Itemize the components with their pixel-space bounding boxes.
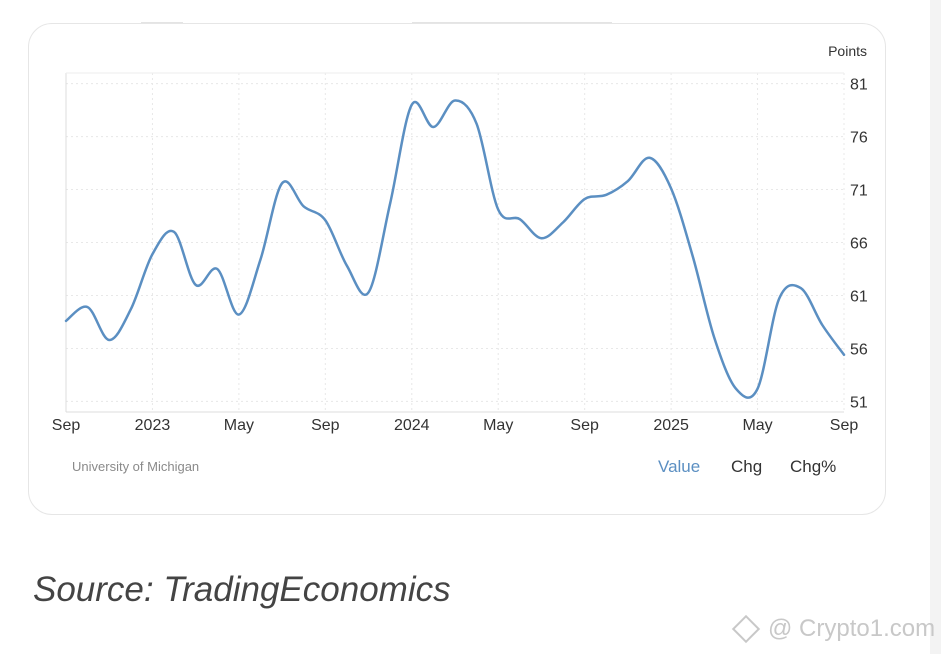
data-point[interactable] (647, 155, 653, 161)
source-caption: Source: TradingEconomics (33, 570, 451, 609)
y-tick-label: 66 (850, 236, 868, 253)
data-point[interactable] (409, 102, 415, 108)
data-point[interactable] (214, 266, 220, 272)
x-tick-label: May (742, 417, 772, 434)
legend-value-tab[interactable]: Value (658, 457, 701, 476)
x-tick-label: 2024 (394, 417, 430, 434)
data-point[interactable] (625, 178, 631, 184)
y-tick-label: 51 (850, 394, 868, 411)
legend-chg-tab[interactable]: Chg (731, 457, 763, 476)
series-line (64, 99, 846, 399)
data-point[interactable] (798, 285, 804, 291)
data-point[interactable] (538, 235, 544, 241)
data-point[interactable] (711, 335, 717, 341)
data-point[interactable] (841, 352, 847, 358)
unit-label: Points (828, 43, 867, 59)
data-point[interactable] (193, 282, 199, 288)
chart-card (28, 23, 886, 515)
x-tick-label: Sep (830, 417, 859, 434)
x-tick-label: 2025 (653, 417, 689, 434)
grid-layer (65, 72, 845, 413)
data-point[interactable] (474, 121, 480, 127)
page-edge-strip (930, 0, 941, 654)
data-point[interactable] (819, 322, 825, 328)
data-point[interactable] (279, 180, 285, 186)
axis-layer: 81 76 71 66 61 56 51 Sep 2023 May Sep 2024 May Sep 202… (52, 77, 868, 434)
series-layer (63, 98, 847, 399)
x-tick-label: Sep (570, 417, 599, 434)
watermark-text: @ Crypto1.com (768, 615, 936, 642)
data-point[interactable] (236, 312, 242, 318)
x-tick-label: May (224, 417, 254, 434)
data-point[interactable] (776, 296, 782, 302)
y-tick-label: 61 (850, 288, 868, 305)
data-point[interactable] (452, 98, 458, 104)
diamond-logo-icon (731, 614, 761, 644)
x-tick-label: 2023 (135, 417, 171, 434)
data-point[interactable] (344, 263, 350, 269)
data-point[interactable] (430, 124, 436, 130)
data-point[interactable] (603, 192, 609, 198)
data-point[interactable] (106, 337, 112, 343)
data-point[interactable] (301, 203, 307, 209)
x-tick-label: Sep (52, 417, 81, 434)
watermark: @ Crypto1.com (731, 614, 936, 644)
source-credit: University of Michigan (72, 459, 200, 474)
data-point[interactable] (668, 185, 674, 191)
data-point[interactable] (63, 318, 69, 324)
legend-chg-percent-tab[interactable]: Chg% (790, 457, 837, 476)
data-point[interactable] (755, 386, 761, 392)
data-point[interactable] (258, 256, 264, 262)
data-point[interactable] (366, 289, 372, 295)
y-tick-label: 81 (850, 77, 868, 94)
data-point[interactable] (85, 304, 91, 310)
data-point[interactable] (128, 306, 134, 312)
data-point[interactable] (733, 386, 739, 392)
x-tick-label: May (483, 417, 513, 434)
data-point[interactable] (517, 216, 523, 222)
y-tick-label: 71 (850, 183, 868, 200)
data-point[interactable] (322, 217, 328, 223)
data-point[interactable] (495, 207, 501, 213)
y-tick-label: 56 (850, 341, 868, 358)
data-point[interactable] (171, 229, 177, 235)
data-point[interactable] (582, 196, 588, 202)
data-point[interactable] (149, 251, 155, 257)
data-point[interactable] (387, 200, 393, 206)
data-point[interactable] (690, 253, 696, 259)
data-point[interactable] (560, 219, 566, 225)
y-tick-label: 76 (850, 130, 868, 147)
x-tick-label: Sep (311, 417, 340, 434)
